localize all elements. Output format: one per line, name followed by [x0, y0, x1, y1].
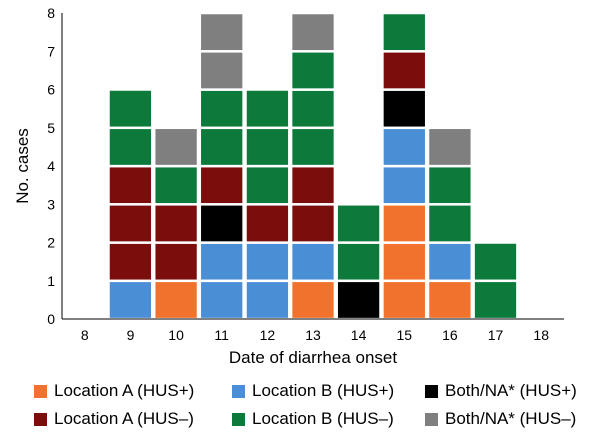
bar-segment — [335, 241, 382, 283]
bar-segment — [198, 279, 245, 321]
bar-segment — [244, 126, 291, 168]
x-tick-label: 11 — [214, 327, 229, 343]
bar-segment — [381, 126, 428, 168]
legend-swatch — [232, 384, 245, 398]
y-tick-label: 0 — [47, 311, 55, 327]
legend-label: Location B (HUS+) — [252, 381, 395, 400]
y-tick-label: 6 — [47, 82, 55, 98]
legend-item: Location A (HUS+) — [34, 380, 194, 402]
x-tick-label: 8 — [81, 327, 89, 343]
bar-segment — [426, 279, 474, 321]
legend-label: Both/NA* (HUS+) — [445, 381, 577, 400]
bar-segment — [289, 11, 337, 53]
epidemic-curve-chart: No. cases Date of diarrhea onset 0123456… — [13, 5, 564, 367]
legend-label: Location A (HUS+) — [54, 381, 195, 400]
x-tick-label: 14 — [351, 327, 367, 343]
bar-segment — [289, 203, 337, 244]
legend-label: Both/NA* (HUS–) — [445, 409, 577, 428]
x-tick-label: 12 — [260, 327, 276, 343]
bar-segment — [472, 241, 519, 283]
y-tick-label: 8 — [47, 5, 55, 21]
legend-swatch — [232, 412, 245, 426]
bar-segment — [244, 241, 291, 283]
bar-segment — [289, 126, 337, 168]
bar-segment — [198, 126, 245, 168]
bar-segment — [381, 11, 428, 53]
bar-segment — [426, 164, 474, 206]
bar-segment — [472, 279, 519, 321]
bar-segment — [289, 88, 337, 130]
x-tick-label: 17 — [488, 327, 504, 343]
legend-item: Location B (HUS+) — [232, 380, 394, 402]
bar-segment — [152, 241, 200, 283]
y-tick-label: 1 — [47, 273, 55, 289]
bar-segment — [244, 203, 291, 244]
legend-item: Both/NA* (HUS–) — [425, 408, 576, 430]
bar-segment — [426, 241, 474, 283]
bar-segment — [381, 164, 428, 206]
bar-segment — [426, 126, 474, 168]
bar-segment — [198, 203, 245, 244]
bar-segment — [107, 164, 154, 206]
x-tick-label: 15 — [397, 327, 413, 343]
bar-segment — [198, 50, 245, 91]
legend-swatch — [425, 384, 438, 398]
bar-segment — [244, 88, 291, 130]
bar-segment — [107, 241, 154, 283]
y-tick-label: 2 — [47, 235, 55, 251]
y-axis-title: No. cases — [13, 128, 32, 204]
bar-segment — [381, 279, 428, 321]
bar-segment — [289, 241, 337, 283]
bar-segment — [381, 241, 428, 283]
y-tick-label: 5 — [47, 120, 55, 136]
bar-segment — [244, 279, 291, 321]
bar-segment — [426, 203, 474, 244]
y-tick-label: 3 — [47, 196, 55, 212]
legend-label: Location B (HUS–) — [252, 409, 394, 428]
bar-segment — [198, 11, 245, 53]
bar-segment — [152, 279, 200, 321]
bar-segment — [381, 88, 428, 130]
legend-item: Location B (HUS–) — [232, 408, 394, 430]
bar-segment — [289, 50, 337, 91]
bar-segment — [335, 203, 382, 244]
bar-segment — [289, 164, 337, 206]
legend-swatch — [34, 412, 47, 426]
legend-item: Location A (HUS–) — [34, 408, 194, 430]
x-axis-title: Date of diarrhea onset — [229, 348, 397, 367]
bar-segment — [152, 203, 200, 244]
x-tick-label: 10 — [168, 327, 184, 343]
legend-label: Location A (HUS–) — [54, 409, 194, 428]
bar-segment — [381, 50, 428, 91]
legend-swatch — [34, 384, 47, 398]
bar-segment — [244, 164, 291, 206]
bar-segment — [198, 241, 245, 283]
bar-segment — [289, 279, 337, 321]
bar-segment — [152, 164, 200, 206]
x-tick-label: 9 — [127, 327, 135, 343]
x-tick-label: 18 — [533, 327, 549, 343]
y-tick-label: 4 — [47, 158, 55, 174]
legend-swatch — [425, 412, 438, 426]
bar-segment — [152, 126, 200, 168]
x-tick-label: 16 — [442, 327, 458, 343]
bar-segment — [107, 279, 154, 321]
x-tick-label: 13 — [305, 327, 321, 343]
bar-segment — [198, 164, 245, 206]
legend-item: Both/NA* (HUS+) — [425, 380, 577, 402]
bar-segment — [107, 203, 154, 244]
chart-legend: Location A (HUS+) Location B (HUS+) Both/N… — [0, 376, 600, 436]
bar-segment — [381, 203, 428, 244]
bar-segment — [198, 88, 245, 130]
bar-segment — [107, 126, 154, 168]
bar-segment — [107, 88, 154, 130]
y-tick-label: 7 — [47, 43, 55, 59]
bar-segment — [335, 279, 382, 321]
